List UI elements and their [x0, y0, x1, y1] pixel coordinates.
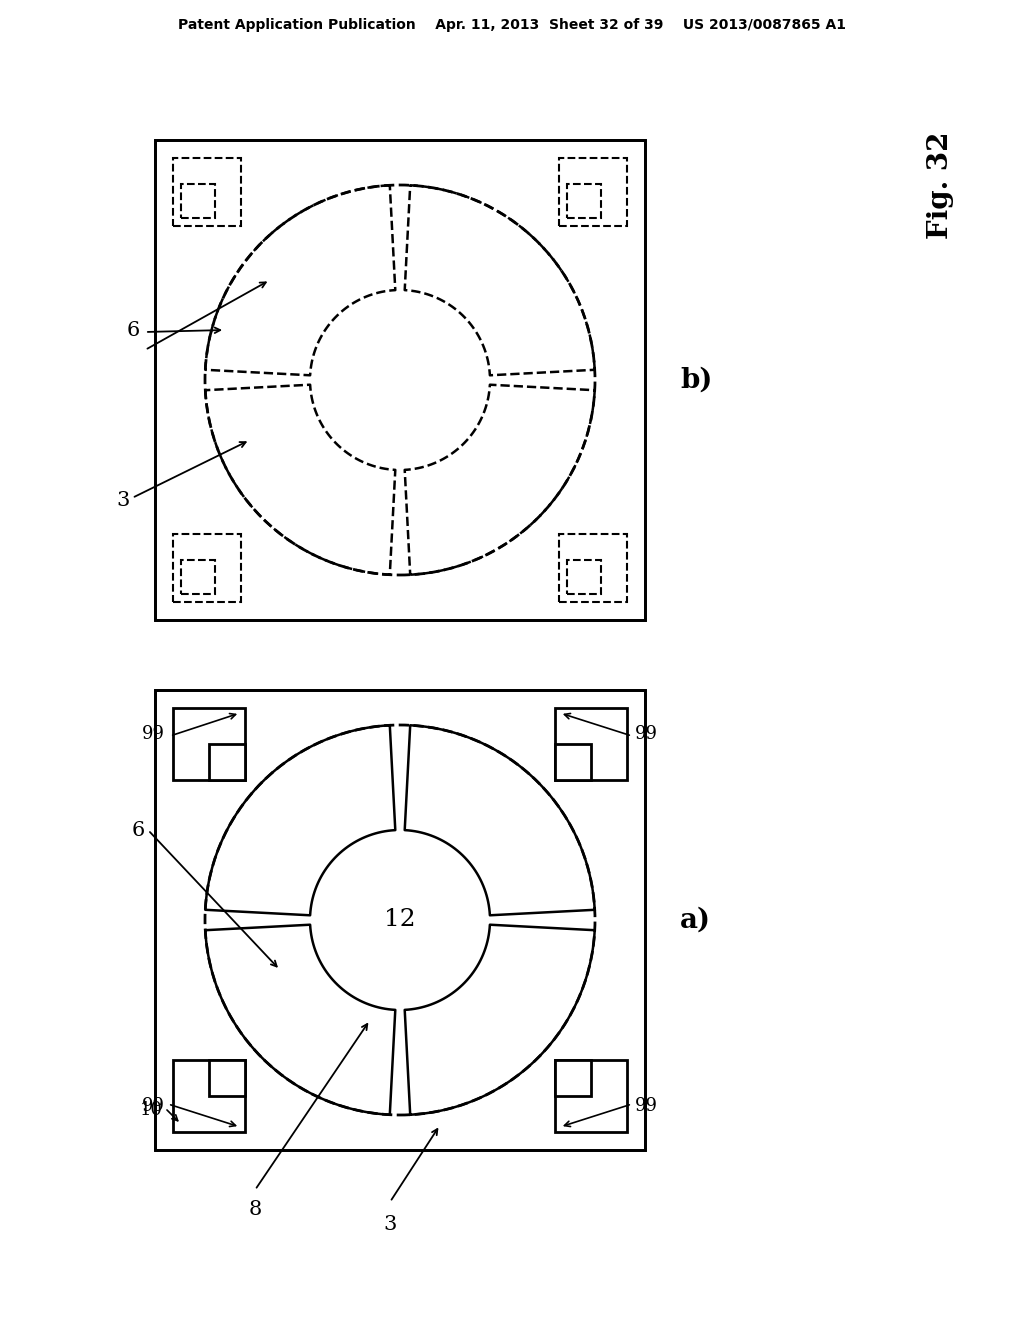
Bar [173, 535, 241, 602]
Bar [567, 183, 601, 218]
Bar [155, 140, 645, 620]
Bar [559, 158, 627, 226]
Text: 6: 6 [132, 821, 145, 840]
Bar [155, 690, 645, 1150]
Bar [555, 1060, 591, 1096]
Text: b): b) [680, 367, 713, 393]
Bar [173, 158, 241, 226]
Bar [155, 140, 645, 620]
Bar [173, 1060, 245, 1133]
Polygon shape [205, 725, 395, 915]
Text: 99: 99 [635, 1097, 658, 1115]
Polygon shape [404, 725, 595, 915]
Bar [155, 690, 645, 1150]
Text: Patent Application Publication    Apr. 11, 2013  Sheet 32 of 39    US 2013/00878: Patent Application Publication Apr. 11, … [178, 18, 846, 32]
Bar [181, 183, 215, 218]
Bar [181, 560, 215, 594]
Text: 6: 6 [127, 321, 140, 339]
Text: 99: 99 [142, 725, 165, 743]
Bar [173, 708, 245, 780]
Text: 8: 8 [249, 1200, 261, 1218]
Text: 12: 12 [384, 908, 416, 932]
Text: 3: 3 [383, 1214, 396, 1234]
Bar [155, 140, 645, 620]
Bar [555, 708, 627, 780]
Text: 10: 10 [140, 1101, 163, 1119]
Bar [559, 535, 627, 602]
Text: 99: 99 [635, 725, 658, 743]
Text: Fig. 32: Fig. 32 [927, 131, 953, 239]
Text: 3: 3 [117, 491, 130, 510]
Text: 99: 99 [142, 1097, 165, 1115]
Bar [555, 744, 591, 780]
Bar [209, 744, 245, 780]
Bar [209, 1060, 245, 1096]
Bar [567, 560, 601, 594]
Bar [555, 1060, 627, 1133]
Text: a): a) [680, 907, 711, 933]
Polygon shape [205, 925, 395, 1114]
Bar [155, 690, 645, 1150]
Polygon shape [404, 925, 595, 1114]
